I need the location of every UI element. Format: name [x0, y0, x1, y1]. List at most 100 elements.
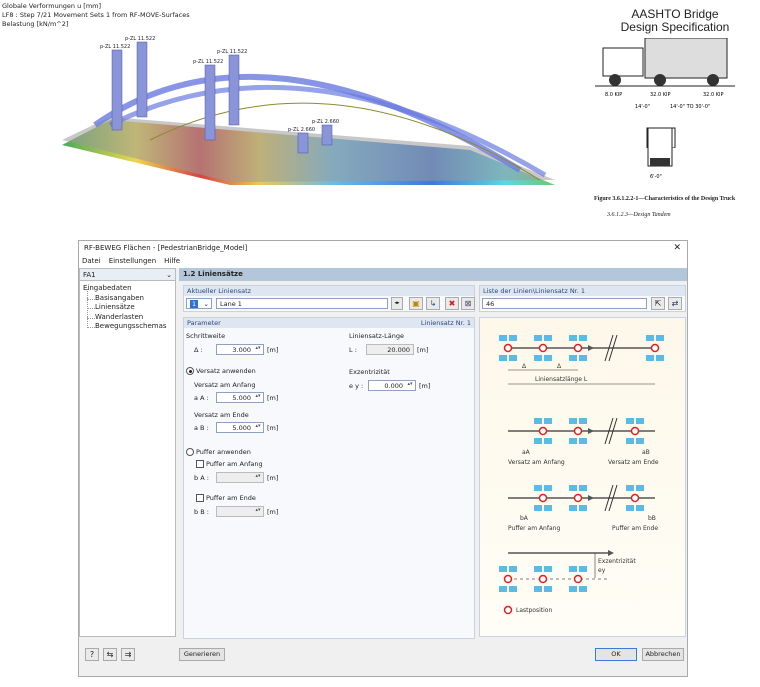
deck-grid: [62, 117, 555, 182]
bridge-model[interactable]: p-ZL 11.522 p-ZL 11.522 p-ZL 11.522 p-ZL…: [0, 0, 580, 200]
unit-label: [m]: [267, 394, 279, 402]
arch: [108, 84, 547, 178]
offset-radio[interactable]: Versatz anwenden: [186, 367, 256, 375]
cancel-button[interactable]: Abbrechen: [642, 648, 684, 661]
load-columns: [111, 41, 333, 154]
wheel-box: [579, 335, 587, 341]
spinner-icon[interactable]: ▴▾: [255, 393, 261, 399]
length-label: Liniensatz-Länge: [349, 332, 404, 340]
ok-button[interactable]: OK: [595, 648, 637, 661]
delta-label: Δ: [557, 363, 562, 370]
wheel-box: [544, 418, 552, 424]
length-symbol: L :: [349, 346, 357, 354]
menu-bar: Datei Einstellungen Hilfe: [79, 256, 687, 268]
unit-label: [m]: [419, 382, 431, 390]
menu-einstellungen[interactable]: Einstellungen: [108, 257, 157, 265]
delete-icon[interactable]: ✖: [445, 297, 459, 310]
tree-item-bewegungsschemas[interactable]: Bewegungsschemas: [83, 317, 172, 332]
unit-label: [m]: [417, 346, 429, 354]
pick-lines-icon[interactable]: ⇱: [651, 297, 665, 310]
generate-button[interactable]: Generieren: [179, 648, 225, 661]
tree-root[interactable]: Eingabedaten: [83, 284, 132, 292]
offset-end-input[interactable]: 5.000 ▴▾: [216, 422, 264, 433]
lineset-number-select[interactable]: 1 ⌄: [186, 298, 212, 309]
buffer-start-label: Puffer am Anfang: [508, 525, 560, 532]
wheel-box: [656, 335, 664, 341]
button-bar: ? ⇆ ⇉ Generieren OK Abbrechen: [79, 645, 687, 665]
current-lineset-group: Aktueller Liniensatz 1 ⌄ Lane 1 ◂▸ ▣ ↳ ✖ …: [183, 285, 475, 312]
buffer-end-label: Puffer am Ende: [612, 525, 658, 532]
buffer-start-input[interactable]: ▴▾: [216, 472, 264, 483]
diagram-mark: [608, 334, 618, 362]
load-position-icon: [538, 493, 548, 503]
tree-item-wanderlasten[interactable]: Wanderlasten: [83, 307, 172, 323]
parameter-group: Parameter Liniensatz Nr. 1 Schrittweite Δ…: [183, 317, 475, 639]
tree-item-basisangaben[interactable]: Basisangaben: [83, 288, 172, 304]
wheel-box: [569, 438, 577, 444]
title-bar: RF-BEWEG Flächen - [PedestrianBridge_Mod…: [79, 241, 687, 256]
buffer-radio[interactable]: Puffer anwenden: [186, 448, 251, 456]
new-icon[interactable]: ▣: [409, 297, 423, 310]
load-label: p-ZL 2.660: [312, 119, 339, 125]
eccentricity-input[interactable]: 0.000 ▴▾: [368, 380, 416, 391]
step-label: Schrittweite: [186, 332, 226, 340]
import-icon[interactable]: ⇆: [103, 648, 117, 661]
buffer-end-checkbox[interactable]: Puffer am Ende: [196, 494, 256, 502]
diagram-mark: [604, 484, 614, 512]
group-title: Liste der Linien\Liniensatz Nr. 1: [480, 286, 685, 296]
bB-symbol: b B :: [194, 508, 209, 516]
wheel-box: [544, 566, 552, 572]
bA-symbol: b A :: [194, 474, 209, 482]
window-title: RF-BEWEG Flächen - [PedestrianBridge_Mod…: [84, 244, 248, 252]
menu-hilfe[interactable]: Hilfe: [164, 257, 181, 265]
figure-caption: Figure 3.6.1.2.2-1—Characteristics of th…: [594, 196, 736, 202]
close-icon[interactable]: ✕: [673, 243, 681, 253]
pick-icon[interactable]: ↳: [426, 297, 440, 310]
menu-datei[interactable]: Datei: [82, 257, 101, 265]
tree-item-liniensaetze[interactable]: Liniensätze: [83, 298, 172, 313]
legend-label: Lastposition: [516, 607, 552, 614]
wheel-box: [544, 505, 552, 511]
prev-next-button[interactable]: ◂▸: [391, 297, 403, 310]
load-label: p-ZL 11.522: [193, 59, 223, 65]
wheel-box: [544, 335, 552, 341]
line-list-input[interactable]: 46: [482, 298, 647, 309]
chevron-down-icon: ⌄: [166, 271, 172, 279]
wheel-box: [569, 355, 577, 361]
svg-text:14'-0": 14'-0": [635, 104, 650, 110]
buffer-start-checkbox[interactable]: Puffer am Anfang: [196, 460, 263, 468]
viewport-info: Globale Verformungen u [mm] LF8 : Step 7…: [2, 2, 190, 29]
delete-all-icon[interactable]: ⊠: [461, 297, 475, 310]
step-symbol: Δ :: [194, 346, 203, 354]
load-position-icon: [573, 493, 583, 503]
help-icon[interactable]: ?: [85, 648, 99, 661]
diagram-mark: [608, 484, 618, 512]
wheel-box: [579, 355, 587, 361]
wheel-box: [509, 586, 517, 592]
bB-label: bB: [648, 515, 656, 522]
load-position-icon: [630, 493, 640, 503]
export-icon[interactable]: ⇉: [121, 648, 135, 661]
diagram-mark: [608, 417, 618, 445]
lineset-name-input[interactable]: Lane 1: [216, 298, 388, 309]
offset-end-label: Versatz am Ende: [608, 459, 659, 466]
wheel-box: [534, 335, 542, 341]
diagram-mark: [604, 417, 614, 445]
wheel-box: [569, 418, 577, 424]
spinner-icon[interactable]: ▴▾: [255, 423, 261, 429]
buffer-end-input[interactable]: ▴▾: [216, 506, 264, 517]
wheel-box: [569, 566, 577, 572]
wheel-box: [636, 438, 644, 444]
wheel-box: [579, 566, 587, 572]
offset-start-input[interactable]: 5.000 ▴▾: [216, 392, 264, 403]
spinner-icon[interactable]: ▴▾: [255, 345, 261, 351]
wheel-box: [534, 438, 542, 444]
group-title: Aktueller Liniensatz: [184, 286, 474, 296]
wheel-box: [534, 505, 542, 511]
spinner-icon[interactable]: ▴▾: [407, 381, 413, 387]
section-caption: 3.6.1.2.3—Design Tandem: [607, 212, 671, 218]
case-select[interactable]: FA1 ⌄: [80, 269, 175, 281]
swap-icon[interactable]: ⇄: [668, 297, 682, 310]
step-input[interactable]: 3.000 ▴▾: [216, 344, 264, 355]
load-position-icon: [538, 574, 548, 584]
